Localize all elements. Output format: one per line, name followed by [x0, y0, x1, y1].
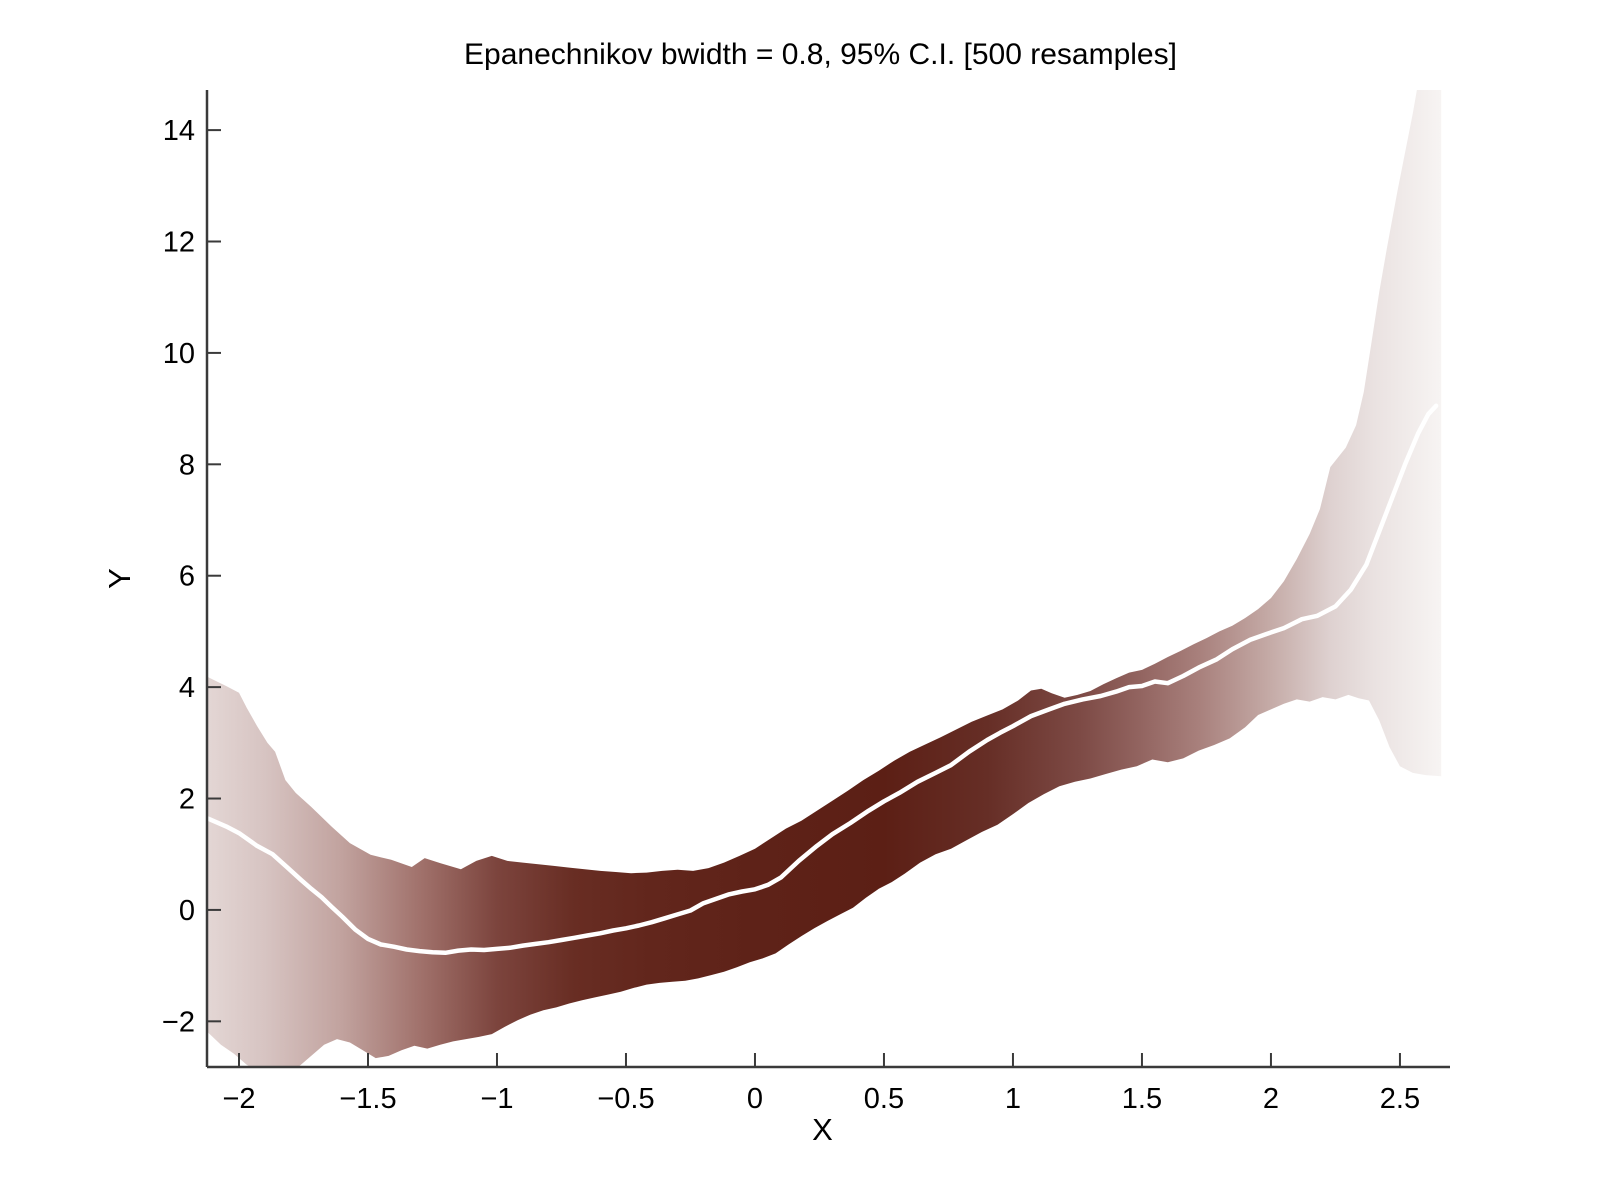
- x-tick-label: −0.5: [597, 1083, 654, 1115]
- y-tick-label: 8: [179, 449, 195, 481]
- y-tick-label: −2: [162, 1006, 195, 1038]
- y-axis-label: Y: [102, 568, 137, 589]
- y-tick-labels: −2 0 2 4 6 8 10 12 14: [162, 115, 195, 1038]
- x-tick-labels: −2 −1.5 −1 −0.5 0 0.5 1 1.5 2 2.5: [222, 1083, 1420, 1115]
- y-tick-label: 0: [179, 895, 195, 927]
- x-tick-label: −2: [222, 1083, 255, 1115]
- regression-mean-line: [207, 403, 1439, 956]
- y-tick-label: 10: [163, 338, 195, 370]
- confidence-band: [208, 90, 1442, 1067]
- axes: [205, 90, 1450, 1069]
- x-tick-label: −1.5: [339, 1083, 396, 1115]
- y-tick-label: 2: [179, 784, 195, 816]
- x-tick-label: 0: [747, 1083, 763, 1115]
- x-tick-label: 2.5: [1380, 1083, 1420, 1115]
- x-axis-label: X: [812, 1112, 833, 1147]
- y-tick-label: 14: [163, 115, 195, 147]
- y-tick-label: 12: [163, 227, 195, 259]
- x-tick-label: 1.5: [1122, 1083, 1162, 1115]
- x-tick-label: −1: [480, 1083, 513, 1115]
- chart-title: Epanechnikov bwidth = 0.8, 95% C.I. [500…: [464, 38, 1177, 71]
- plot-area: [207, 90, 1442, 1067]
- x-tick-label: 1: [1005, 1083, 1021, 1115]
- y-tick-label: 6: [179, 561, 195, 593]
- y-tick-label: 4: [179, 672, 195, 704]
- x-tick-label: 2: [1263, 1083, 1279, 1115]
- x-tick-label: 0.5: [864, 1083, 904, 1115]
